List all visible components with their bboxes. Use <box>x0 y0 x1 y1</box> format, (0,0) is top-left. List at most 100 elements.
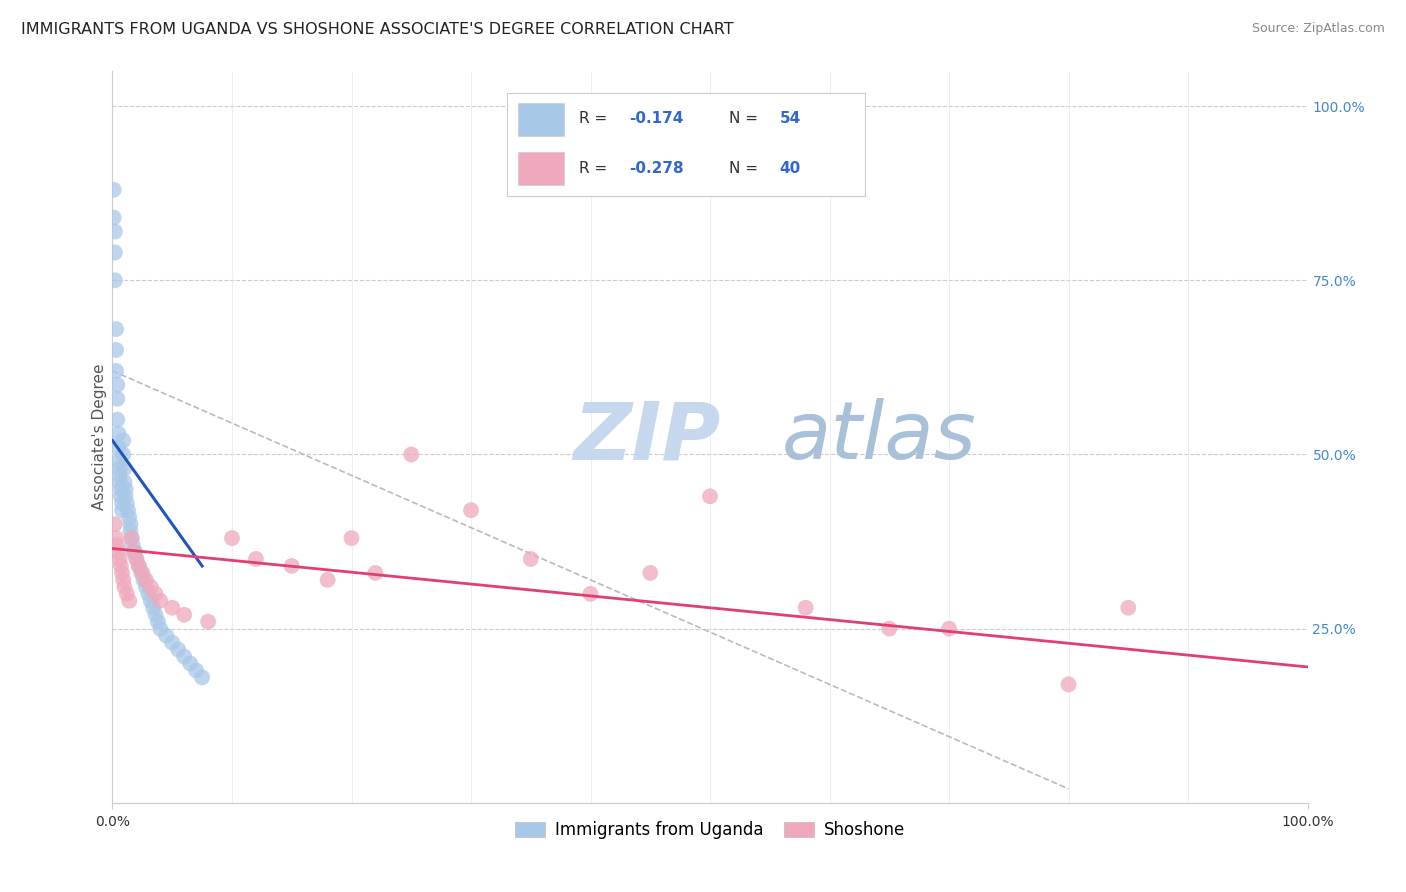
Point <box>520 552 543 566</box>
Point <box>115 496 138 510</box>
Point <box>173 649 195 664</box>
Point <box>105 343 128 357</box>
Point <box>112 448 135 462</box>
Point <box>118 510 141 524</box>
Point <box>104 273 127 287</box>
Point <box>122 545 145 559</box>
Point <box>173 607 195 622</box>
Point <box>131 566 153 580</box>
Text: ZIP: ZIP <box>572 398 720 476</box>
Point <box>105 538 128 552</box>
Point <box>112 434 135 448</box>
Point <box>121 531 143 545</box>
Point <box>1057 677 1080 691</box>
Point <box>149 622 172 636</box>
Point <box>118 594 141 608</box>
Point <box>145 587 167 601</box>
Point <box>104 225 127 239</box>
Point <box>1118 600 1140 615</box>
Point <box>110 558 132 573</box>
Point <box>120 517 142 532</box>
Point <box>316 573 339 587</box>
Point <box>364 566 387 580</box>
Point <box>139 580 162 594</box>
Point <box>103 183 125 197</box>
Point <box>179 657 201 671</box>
Point <box>117 503 139 517</box>
Point <box>107 441 129 455</box>
Point <box>108 552 131 566</box>
Point <box>105 531 128 545</box>
Y-axis label: Associate's Degree: Associate's Degree <box>91 364 107 510</box>
Point <box>132 573 155 587</box>
Point <box>460 503 482 517</box>
Point <box>114 483 136 497</box>
Point <box>162 600 183 615</box>
Point <box>121 538 143 552</box>
Point <box>579 587 602 601</box>
Point <box>107 426 129 441</box>
Point <box>142 600 165 615</box>
Point <box>108 461 131 475</box>
Point <box>114 489 136 503</box>
Point <box>128 558 150 573</box>
Point <box>105 392 128 406</box>
Point <box>105 377 128 392</box>
Point <box>110 483 132 497</box>
Point <box>139 594 162 608</box>
Point <box>879 622 901 636</box>
Point <box>114 475 135 490</box>
Point <box>110 489 132 503</box>
Point <box>108 475 131 490</box>
Point <box>167 642 190 657</box>
Point <box>135 573 157 587</box>
Point <box>115 587 138 601</box>
Text: IMMIGRANTS FROM UGANDA VS SHOSHONE ASSOCIATE'S DEGREE CORRELATION CHART: IMMIGRANTS FROM UGANDA VS SHOSHONE ASSOC… <box>21 22 734 37</box>
Point <box>145 607 167 622</box>
Point <box>111 503 134 517</box>
Point <box>138 587 160 601</box>
Point <box>107 454 129 468</box>
Point <box>640 566 662 580</box>
Point <box>125 552 148 566</box>
Legend: Immigrants from Uganda, Shoshone: Immigrants from Uganda, Shoshone <box>509 814 911 846</box>
Point <box>245 552 267 566</box>
Point <box>146 615 169 629</box>
Point <box>794 600 817 615</box>
Point <box>103 211 125 225</box>
Point <box>121 531 143 545</box>
Point <box>124 545 146 559</box>
Point <box>128 558 150 573</box>
Point <box>112 573 135 587</box>
Point <box>191 670 214 684</box>
Point <box>104 245 127 260</box>
Point <box>197 615 219 629</box>
Text: Source: ZipAtlas.com: Source: ZipAtlas.com <box>1251 22 1385 36</box>
Point <box>699 489 721 503</box>
Point <box>186 664 208 678</box>
Point <box>105 364 128 378</box>
Point <box>108 468 131 483</box>
Point <box>938 622 960 636</box>
Point <box>281 558 304 573</box>
Point <box>155 629 177 643</box>
Point <box>120 524 142 538</box>
Point <box>111 496 134 510</box>
Point <box>114 461 135 475</box>
Point <box>125 552 148 566</box>
Point <box>107 545 129 559</box>
Point <box>105 412 128 426</box>
Text: atlas: atlas <box>782 398 977 476</box>
Point <box>135 580 157 594</box>
Point <box>221 531 243 545</box>
Point <box>340 531 363 545</box>
Point <box>162 635 183 649</box>
Point <box>122 545 145 559</box>
Point <box>111 566 134 580</box>
Point <box>149 594 172 608</box>
Point <box>114 580 135 594</box>
Point <box>401 448 423 462</box>
Point <box>105 322 128 336</box>
Point <box>129 566 152 580</box>
Point <box>104 517 127 532</box>
